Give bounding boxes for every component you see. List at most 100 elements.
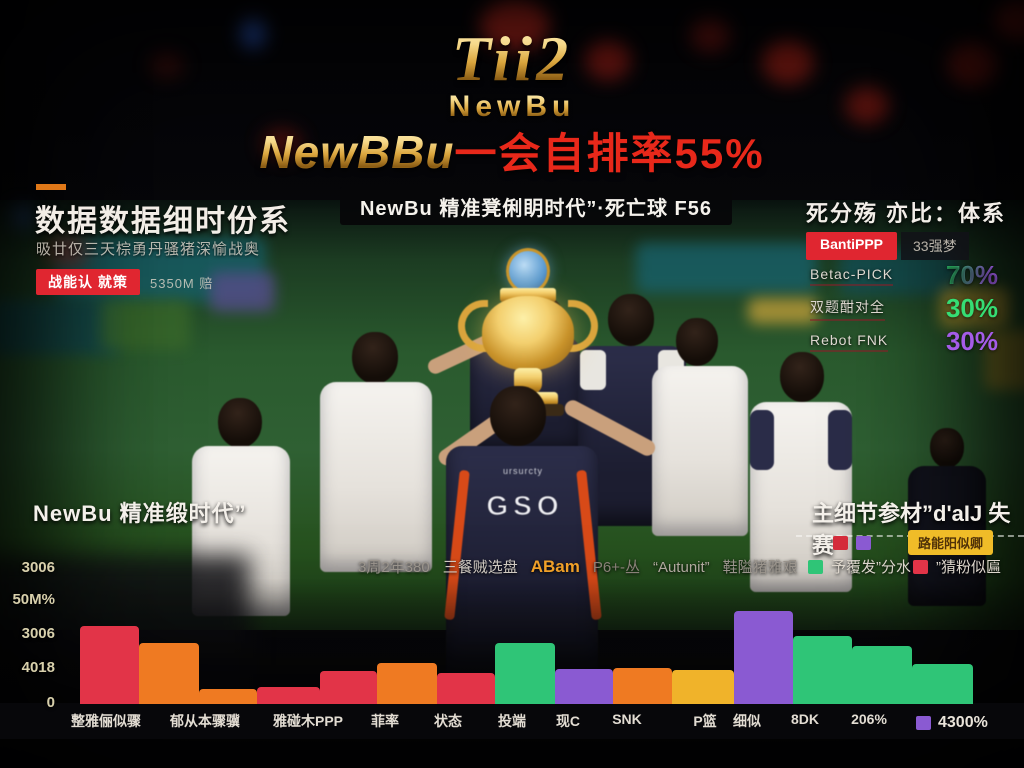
trophy-cup (482, 296, 574, 370)
chart-bar (139, 643, 199, 704)
player-head (352, 332, 398, 384)
x-axis-label: 现C (555, 713, 581, 729)
legend-swatch-red (913, 559, 928, 574)
red-light-bokeh (585, 40, 631, 80)
x-axis-label: 投端 (498, 713, 526, 729)
player-head (608, 294, 654, 346)
y-axis-tick: 50M% (12, 591, 55, 608)
chart-bottom-legend: 4300% (916, 714, 988, 732)
stat-value: 30% (945, 293, 998, 323)
trophy-gem (506, 248, 550, 294)
stage-prop (100, 300, 190, 350)
chart-bar (320, 671, 377, 704)
player-white-jersey (652, 366, 748, 536)
jersey-small-text: ursurcty (502, 466, 543, 476)
jersey-number-text: GSO (486, 490, 564, 522)
x-axis-label: 细似 (733, 713, 761, 729)
stat-label: 双题酣对全 (810, 297, 885, 321)
y-axis-tick: 3006 (21, 625, 55, 642)
right-panel-title: 死分殇 亦比：体系 (805, 201, 1007, 226)
caption-part: P6+-丛 (592, 559, 640, 576)
caption-part: 鞋隘猪雅艰 (722, 559, 798, 576)
player-head (490, 386, 546, 446)
chart-bar (852, 646, 912, 704)
headline-gold-text: NewBBu (259, 126, 455, 178)
stat-label: Betac-PICK (810, 266, 894, 286)
stage-prop (636, 243, 816, 293)
left-panel-note: 5350M 赔 (150, 276, 214, 291)
left-panel-badge[interactable]: 战能认 就策 (36, 269, 140, 295)
chart-bar (734, 611, 793, 704)
chart-bar (199, 689, 257, 704)
x-axis-label: 雅碰木PPP (272, 713, 343, 729)
stage-prop (748, 298, 818, 324)
yellow-badge[interactable]: 路能阳似卿 (908, 530, 994, 555)
legend-label: 予覆发”分水 (831, 559, 911, 576)
legend-swatch-green (808, 559, 823, 574)
player-head (676, 318, 718, 366)
center-caption-bar: NewBu 精准凳俐眀时代”·死亡球 F56 (340, 187, 732, 225)
mid-left-caption: NewBu 精准缎时代” (33, 501, 247, 526)
trophy-handle (568, 300, 598, 352)
red-light-bokeh (262, 128, 302, 158)
x-axis-label: 8DK (790, 711, 819, 727)
red-light-bokeh (948, 42, 998, 86)
player-head (218, 398, 262, 448)
stage-prop (985, 330, 1024, 390)
legend-label: ”猜粉似匾 (936, 559, 1001, 576)
jersey-sleeve (750, 410, 774, 470)
event-logo: Tii2 (0, 22, 1024, 96)
red-light-bokeh (480, 0, 550, 50)
caption-part: 三餐贼选盘 (442, 559, 518, 576)
red-light-bokeh (45, 235, 89, 269)
red-light-bokeh (762, 40, 814, 84)
headline-red-text: 一会自排率55% (454, 130, 765, 177)
legend-item-red: ”猜粉似匾 (913, 556, 1001, 577)
x-axis-label: SNK (612, 711, 642, 727)
stat-label: Rebot FNK (810, 332, 889, 352)
left-panel-title: 数据数据细时份系 (35, 205, 291, 238)
y-axis-tick: 3006 (21, 559, 55, 576)
player-white-jersey (320, 382, 432, 572)
player-head (930, 428, 964, 468)
event-logo-subtitle: NewBu (0, 90, 1024, 124)
x-axis-label: 整雅俪似骤 (71, 713, 141, 729)
stat-row: 双题酣对全 30% (810, 293, 998, 324)
right-panel-tabs: BantiPPP 33强梦 (806, 232, 969, 260)
trophy-handle (458, 300, 488, 352)
jersey-shoulder-patch (580, 350, 606, 390)
legend-swatch-purple (916, 716, 931, 730)
caption-part: 3周2年380 (358, 559, 430, 576)
chart-bar (257, 687, 320, 704)
legend-label: 4300% (938, 714, 988, 731)
chart-bar (377, 663, 437, 704)
chart-caption: 3周2年380 三餐贼选盘 ABam P6+-丛 “Autunit” 鞋隘猪雅艰 (358, 556, 798, 577)
chart-bar (495, 643, 555, 704)
chart-bar (793, 636, 852, 704)
x-axis-label: 菲率 (371, 713, 399, 729)
chart-bar (437, 673, 495, 704)
chart-bar (912, 664, 973, 704)
tab-active[interactable]: BantiPPP (806, 232, 898, 260)
x-axis-label: 郁从本骤骥 (170, 713, 240, 729)
caption-highlight: ABam (530, 557, 580, 576)
y-axis-tick: 4018 (21, 659, 55, 676)
tab-inactive[interactable]: 33强梦 (901, 232, 969, 260)
red-light-bokeh (690, 18, 730, 52)
y-axis-tick: 0 (46, 694, 55, 711)
accent-dash (36, 184, 66, 190)
legend-swatch-red (833, 536, 848, 550)
player-head (780, 352, 824, 402)
legend-swatch-purple (856, 536, 871, 550)
left-panel-subtitle: 昅廿仅三天棕勇丹骚猪深愉战奥 (36, 241, 261, 258)
x-axis-label: P篮 (693, 713, 717, 729)
jersey-sleeve (828, 410, 852, 470)
chart-bar (555, 669, 613, 704)
stat-value: 30% (945, 326, 998, 356)
stat-row: Rebot FNK 30% (810, 326, 998, 357)
chart-bar (613, 668, 672, 704)
caption-part: “Autunit” (652, 559, 710, 576)
stage-prop (940, 288, 1010, 328)
